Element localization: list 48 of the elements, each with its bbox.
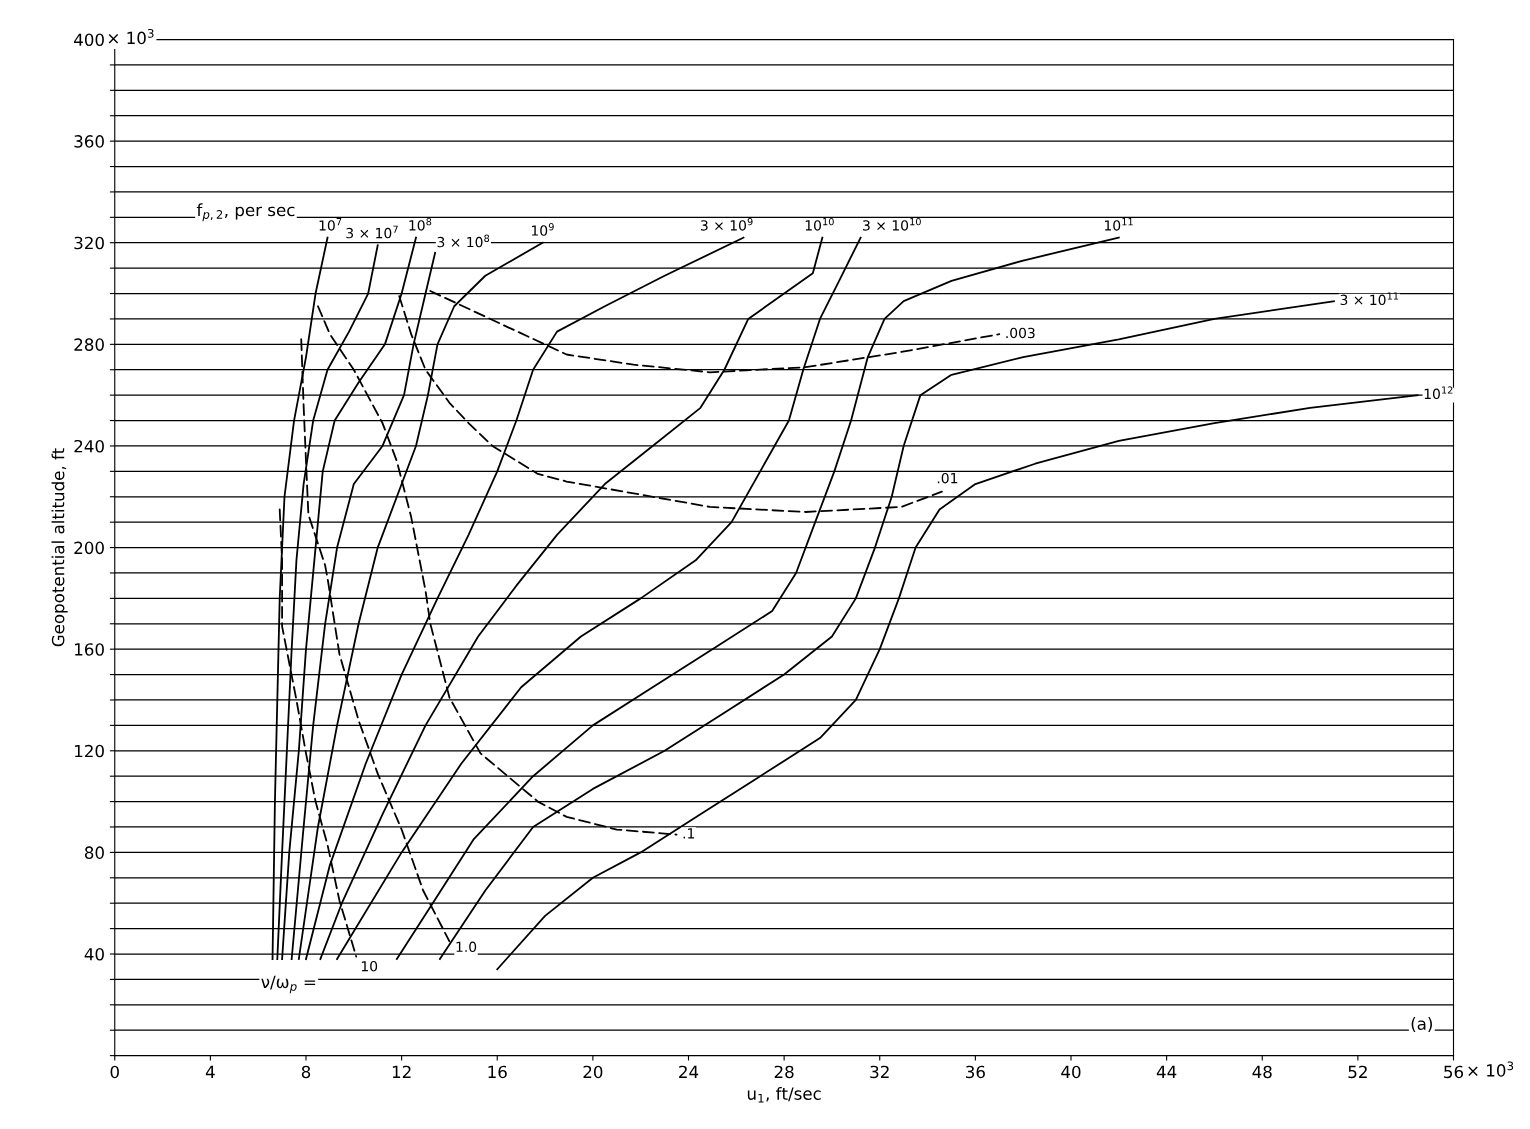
x-tick-label: 24 <box>679 1065 699 1078</box>
y-tick-label: 240 <box>74 439 104 453</box>
series-label: .01 <box>937 472 958 484</box>
x-axis-title: u$_{1}$, ft/sec <box>747 1087 821 1103</box>
x-tick-label: 36 <box>966 1065 985 1079</box>
x-tick-label: 52 <box>1348 1065 1367 1079</box>
series-label: 3 × 10$^{11}$ <box>1340 292 1399 306</box>
x-tick-label: 32 <box>870 1065 889 1079</box>
x-tick-label: 12 <box>392 1065 411 1078</box>
series-label: 3 × 10$^{10}$ <box>863 217 921 231</box>
annotation: × 10$^{3}$ <box>108 28 154 45</box>
x-tick-label: 8 <box>301 1065 311 1079</box>
series-label: 3 × 10$^{9}$ <box>701 217 753 231</box>
x-tick-label: 4 <box>205 1065 215 1078</box>
y-tick-label: 120 <box>75 744 104 758</box>
x-tick-label: 20 <box>583 1065 603 1079</box>
y-tick-label: 320 <box>74 236 104 250</box>
annotation: f$_{p,2}$, per sec <box>196 203 295 222</box>
x-tick-label: 44 <box>1156 1065 1177 1078</box>
x-tick-label: 48 <box>1252 1065 1272 1079</box>
series-label: 10 <box>361 960 378 972</box>
series-label: 3 × 10$^{7}$ <box>346 225 398 239</box>
annotation: (a) <box>1411 1017 1432 1032</box>
y-tick-label: 80 <box>84 846 104 859</box>
text: × 10$^{3}$ <box>1468 1061 1514 1077</box>
y-tick-label: 280 <box>74 338 104 351</box>
y-tick-label: 360 <box>74 135 104 148</box>
series-label: 10$^{10}$ <box>805 217 834 231</box>
x-tick-label: 56 <box>1444 1065 1464 1079</box>
y-tick-label: 200 <box>74 541 104 555</box>
series-label: .003 <box>1006 327 1035 339</box>
series-label: 3 × 10$^{8}$ <box>437 234 490 248</box>
annotation: ν/ω$_{p}$ = <box>261 975 316 994</box>
series-label: .1 <box>683 828 695 839</box>
x-tick-label: 28 <box>774 1065 794 1079</box>
series-label: 10$^{8}$ <box>409 217 432 231</box>
x-tick-label: 40 <box>1061 1065 1081 1079</box>
x-tick-label: 0 <box>110 1065 119 1079</box>
y-axis-title: Geopotential altitude, ft <box>51 448 68 647</box>
y-tick-label: 40 <box>84 947 104 961</box>
series-label: 1.0 <box>456 941 477 953</box>
y-tick-label: 400 <box>74 33 104 47</box>
series-label: 10$^{9}$ <box>531 223 554 236</box>
series-label: 10$^{11}$ <box>1104 218 1133 231</box>
x-tick-label: 16 <box>488 1065 507 1079</box>
series-label: 10$^{7}$ <box>319 218 342 231</box>
series-label: 10$^{12}$ <box>1424 386 1453 400</box>
y-tick-label: 160 <box>75 643 104 656</box>
